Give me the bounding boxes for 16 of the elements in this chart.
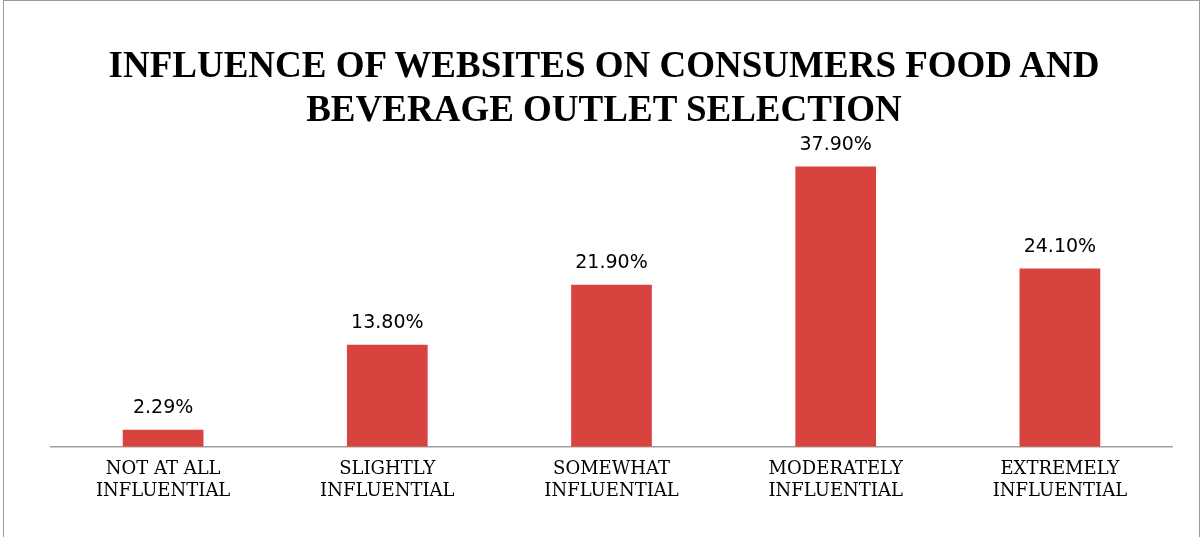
- x-tick-label: NOT AT ALL INFLUENTIAL: [95, 457, 231, 500]
- data-label: 13.80%: [351, 310, 424, 333]
- bar: [346, 344, 428, 447]
- x-tick-label: SLIGHTLY INFLUENTIAL: [320, 457, 455, 500]
- bar: [1019, 268, 1101, 447]
- x-tick-label: MODERATELY INFLUENTIAL: [768, 457, 904, 500]
- bar: [571, 284, 652, 447]
- data-label: 24.10%: [1023, 234, 1097, 257]
- x-tick-label: SOMEWHAT INFLUENTIAL: [544, 457, 679, 500]
- data-label: 37.90%: [799, 131, 872, 154]
- bar: [795, 166, 877, 447]
- x-tick-label: EXTREMELY INFLUENTIAL: [992, 457, 1128, 500]
- chart-title: INFLUENCE OF WEBSITES ON CONSUMERS FOOD AND BEVERAGE OUTLET SELECTION: [107, 43, 1101, 131]
- bar: [122, 429, 204, 447]
- data-label: 2.29%: [132, 395, 194, 418]
- data-label: 21.90%: [575, 250, 648, 273]
